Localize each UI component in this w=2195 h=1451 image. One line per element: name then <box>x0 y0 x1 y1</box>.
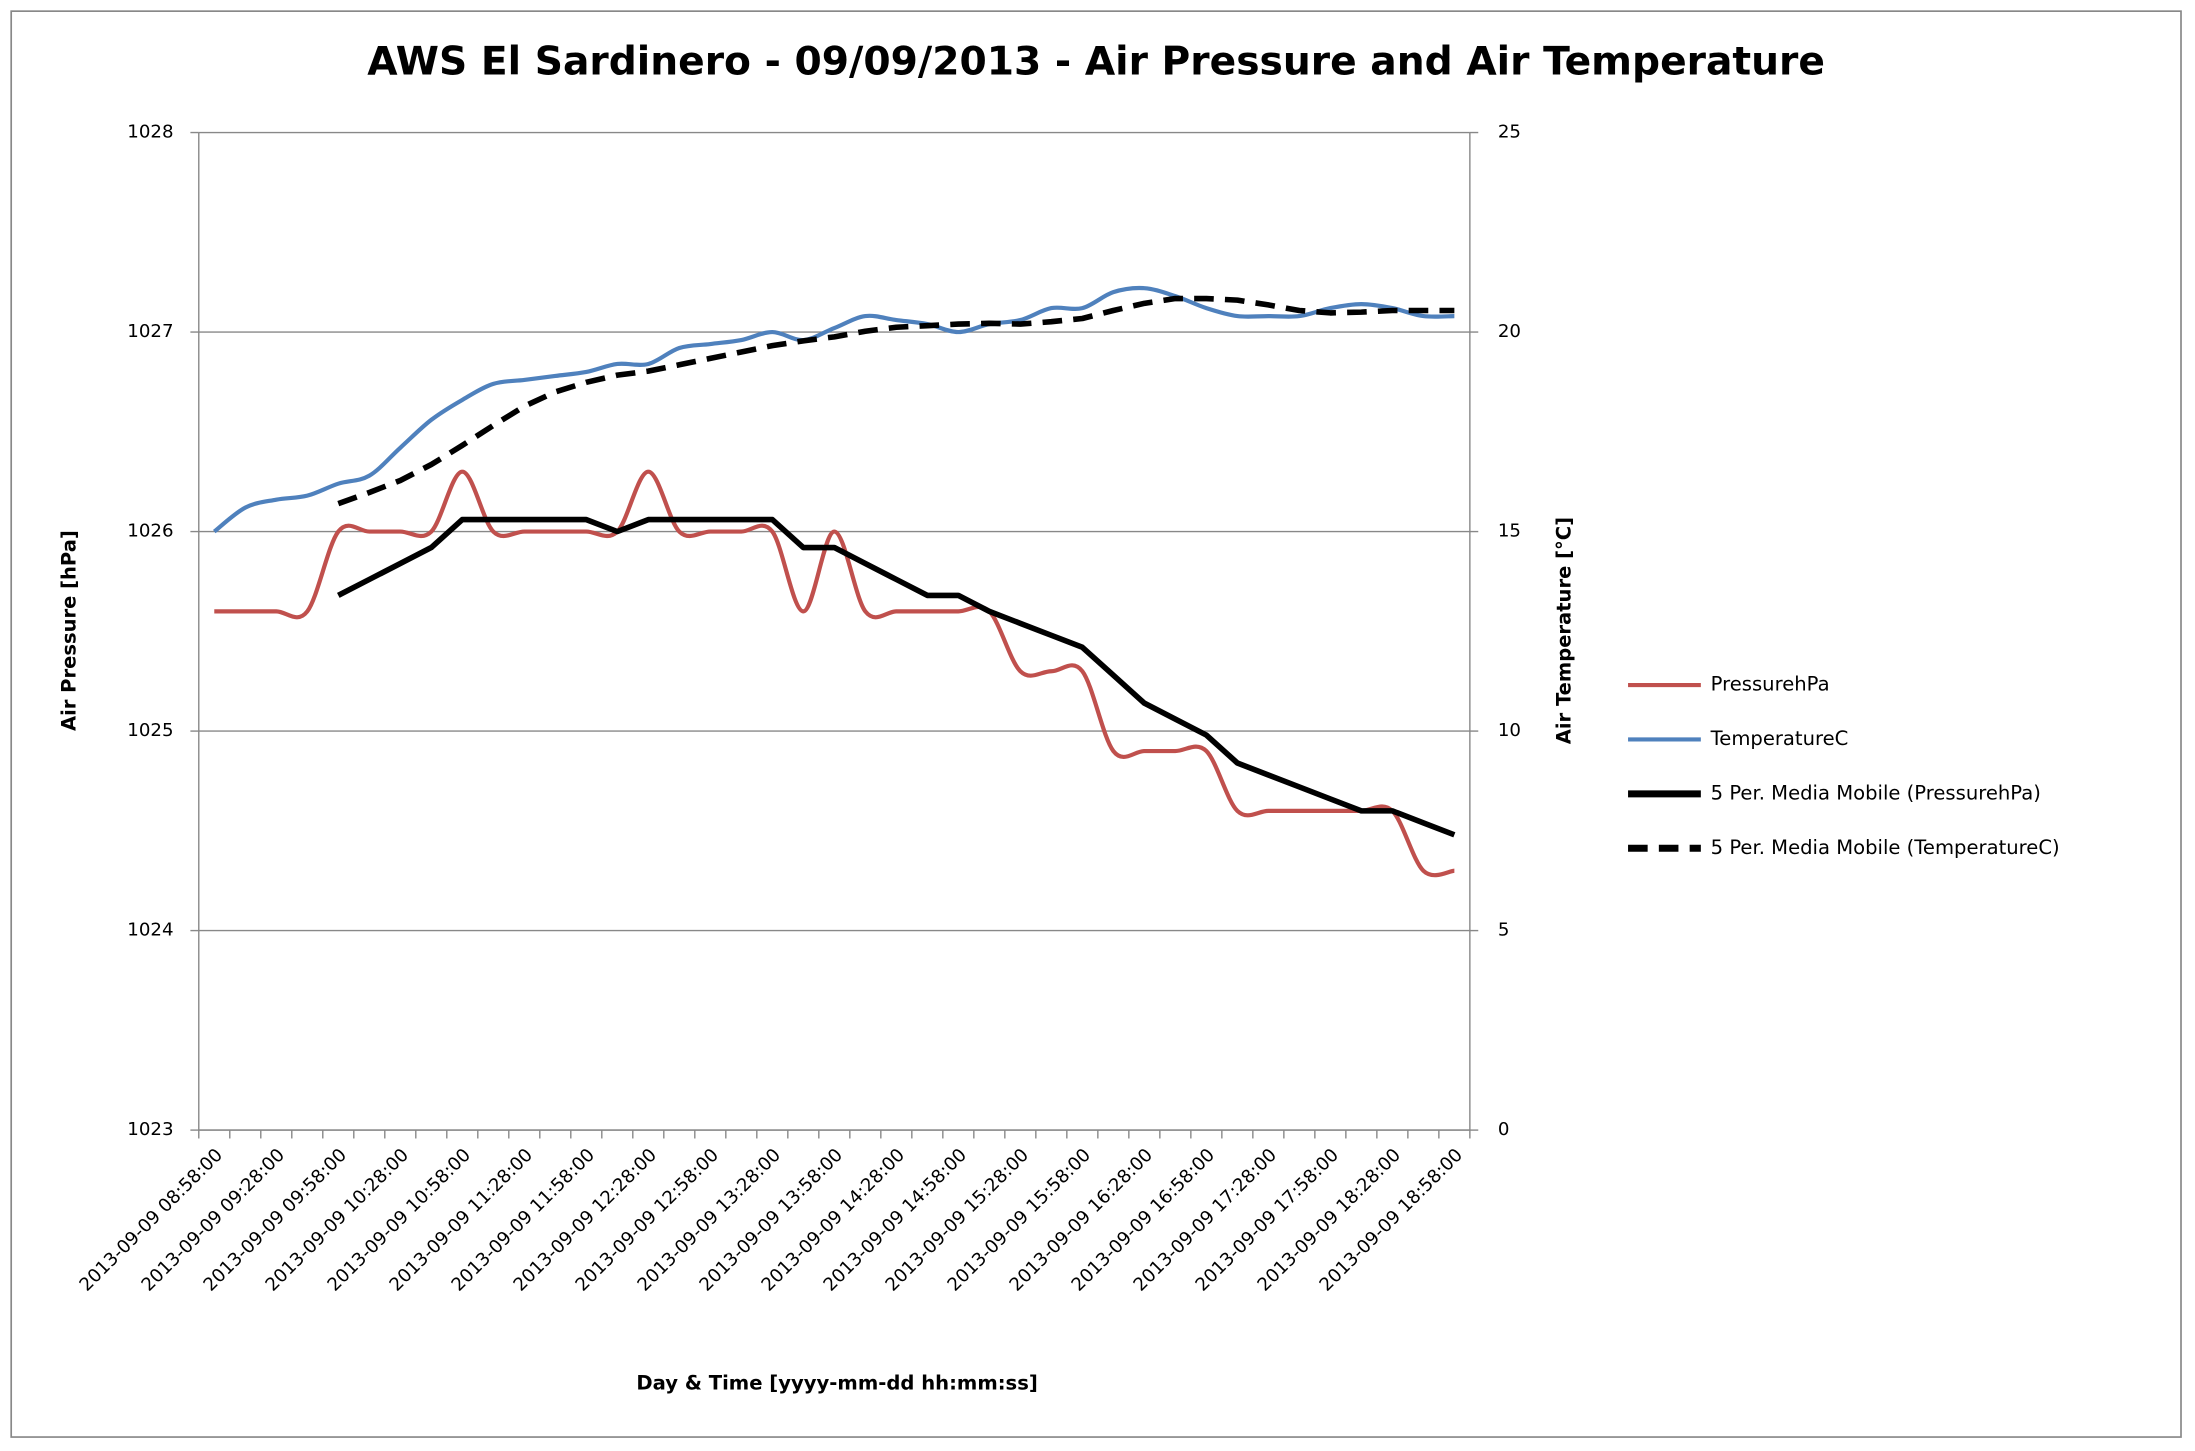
legend-label: 5 Per. Media Mobile (PressurehPa) <box>1711 781 2041 804</box>
y2-tick-label: 5 <box>1498 920 1510 941</box>
y-tick-label: 1025 <box>127 720 173 741</box>
chart-title: AWS El Sardinero - 09/09/2013 - Air Pres… <box>367 40 1825 85</box>
series-line <box>214 469 1455 878</box>
series-line <box>337 295 1455 507</box>
y-tick-label: 1028 <box>127 122 173 143</box>
y-tick-label: 1027 <box>127 321 173 342</box>
y-axis-title: Air Pressure [hPa] <box>57 530 80 731</box>
series-line <box>212 285 1455 534</box>
y2-tick-label: 0 <box>1498 1119 1510 1140</box>
y2-tick-label: 25 <box>1498 122 1521 143</box>
x-axis-title: Day & Time [yyyy-mm-dd hh:mm:ss] <box>636 1372 1037 1395</box>
chart-border <box>10 10 2182 1438</box>
series-line <box>337 516 1456 838</box>
legend-label: 5 Per. Media Mobile (TemperatureC) <box>1711 836 2060 859</box>
y2-tick-label: 20 <box>1498 321 1521 342</box>
y2-axis-title: Air Temperature [°C] <box>1553 517 1576 744</box>
y-tick-label: 1023 <box>127 1119 173 1140</box>
y-tick-label: 1024 <box>127 920 173 941</box>
legend-label: PressurehPa <box>1711 673 1830 696</box>
legend-label: TemperatureC <box>1710 727 1849 750</box>
y2-tick-label: 10 <box>1498 720 1521 741</box>
y2-tick-label: 15 <box>1498 521 1521 542</box>
y-tick-label: 1026 <box>127 521 173 542</box>
